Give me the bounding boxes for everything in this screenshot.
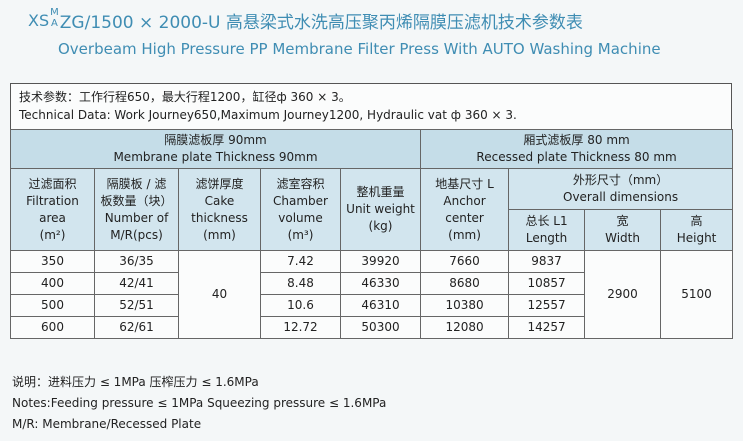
cell-weight: 46310 [339,294,422,317]
technical-data-box: 技术参数：工作行程650，最大行程1200，缸径ф 360 × 3。 Techn… [10,83,732,129]
cell-area: 400 [10,272,95,295]
cell-length: 9837 [508,250,586,273]
col-filtration-area: 过滤面积 Filtration area (m²) [10,168,95,251]
col-length: 总长 L1 Length [508,209,586,251]
cell-length: 12557 [508,294,586,317]
note-cn: 说明：进料压力 ≤ 1MPa 压榨压力 ≤ 1.6MPa [12,375,259,389]
col-overall-dimensions: 外形尺寸（mm） Overall dimensions [508,168,734,210]
cell-weight: 39920 [339,250,422,273]
col-chamber-volume: 滤室容积 Chamber volume (m³) [260,168,341,251]
technical-data-cn: 技术参数：工作行程650，最大行程1200，缸径ф 360 × 3。 [19,90,351,104]
membrane-header: 隔膜滤板厚 90mm Membrane plate Thickness 90mm [9,129,422,169]
cell-anchor: 8680 [420,272,510,295]
cell-chamber: 12.72 [260,316,341,339]
title-sub: A [51,18,58,29]
notes: 说明：进料压力 ≤ 1MPa 压榨压力 ≤ 1.6MPa Notes:Feedi… [12,372,386,435]
col-height: 高 Height [660,209,734,251]
cell-length: 10857 [508,272,586,295]
cell-area: 500 [10,294,95,317]
document-title-cn: XS M A ZG/1500 × 2000-U 高悬梁式水洗高压聚丙烯隔膜压滤机… [28,2,728,38]
cell-width: 2900 [584,250,662,339]
cell-plates: 36/35 [94,250,179,273]
cell-area: 350 [10,250,95,273]
cell-chamber: 10.6 [260,294,341,317]
recessed-header: 厢式滤板厚 80 mm Recessed plate Thickness 80 … [420,129,734,169]
document-title-en: Overbeam High Pressure PP Membrane Filte… [58,40,661,58]
technical-data-en: Technical Data: Work Journey650,Maximum … [19,108,517,122]
title-super: M [50,7,59,18]
title-prefix: XS [28,10,50,30]
col-anchor-center: 地基尺寸 L Anchor center (mm) [420,168,510,251]
cell-plates: 62/61 [94,316,179,339]
note-en: Notes:Feeding pressure ≤ 1MPa Squeezing … [12,396,387,410]
cell-area: 600 [10,316,95,339]
col-cake-thickness: 滤饼厚度 Cake thickness (mm) [178,168,261,251]
title-rest: ZG/1500 × 2000-U 高悬梁式水洗高压聚丙烯隔膜压滤机技术参数表 [59,12,583,33]
cell-weight: 50300 [339,316,422,339]
note-legend: M/R: Membrane/Recessed Plate [12,417,202,431]
col-width: 宽 Width [584,209,662,251]
cell-weight: 46330 [339,272,422,295]
cell-length: 14257 [508,316,586,339]
cell-plates: 52/51 [94,294,179,317]
table-row: 350 36/35 40 7.42 39920 7660 9837 2900 5… [10,250,734,339]
title-stacked-ma: M A [50,7,59,29]
cell-chamber: 8.48 [260,272,341,295]
cell-plates: 42/41 [94,272,179,295]
cell-chamber: 7.42 [260,250,341,273]
cell-anchor: 10380 [420,294,510,317]
cell-cake: 40 [178,250,261,339]
col-unit-weight: 整机重量 Unit weight (kg) [339,168,422,251]
cell-height: 5100 [660,250,734,339]
parameter-table: 隔膜滤板厚 90mm Membrane plate Thickness 90mm… [9,129,734,339]
cell-anchor: 7660 [420,250,510,273]
col-plate-count: 隔膜板 / 滤板数量（块） Number of M/R(pcs) [94,168,179,251]
cell-anchor: 12080 [420,316,510,339]
